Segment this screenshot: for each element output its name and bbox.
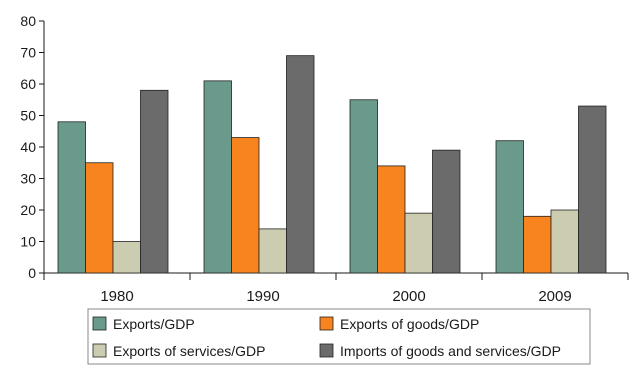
legend-label: Exports of services/GDP	[113, 343, 266, 359]
y-tick-label: 0	[28, 265, 36, 281]
y-tick-label: 60	[20, 76, 36, 92]
legend-swatch	[319, 316, 334, 331]
x-category-label: 1990	[246, 288, 279, 305]
bars	[57, 55, 607, 274]
bar-exports-of-services-gdp-2000	[404, 212, 433, 274]
bar-exports-of-goods-gdp-2009	[523, 215, 552, 274]
x-category-label: 1980	[100, 288, 133, 305]
bar-imports-of-goods-and-services-gdp-1980	[140, 89, 169, 274]
y-tick-label: 30	[20, 171, 36, 187]
y-axis: 0 10 20 30 40 50 60 70 80	[20, 13, 45, 281]
bar-exports-of-services-gdp-2009	[550, 209, 579, 274]
bar-exports-gdp-1990	[203, 80, 232, 274]
legend-swatch	[92, 343, 107, 358]
bar-exports-of-services-gdp-1980	[112, 241, 141, 274]
legend: Exports/GDP Exports of goods/GDP Exports o…	[87, 308, 591, 365]
bar-exports-of-goods-gdp-1990	[231, 137, 260, 274]
bar-exports-gdp-2009	[495, 140, 524, 274]
y-tick-label: 40	[20, 139, 36, 155]
legend-swatch	[92, 316, 107, 331]
y-tick-label: 10	[20, 234, 36, 250]
y-tick-label: 50	[20, 108, 36, 124]
bar-imports-of-goods-and-services-gdp-2000	[432, 149, 461, 274]
bar-imports-of-goods-and-services-gdp-2009	[578, 105, 607, 274]
bar-exports-of-goods-gdp-1980	[85, 162, 114, 274]
y-tick-label: 70	[20, 45, 36, 61]
y-tick-label: 80	[20, 13, 36, 29]
legend-label: Exports of goods/GDP	[340, 316, 479, 332]
legend-box	[87, 308, 591, 365]
bar-exports-gdp-2000	[349, 99, 378, 274]
bar-exports-of-goods-gdp-2000	[377, 165, 406, 274]
y-tick-label: 20	[20, 202, 36, 218]
bar-exports-of-services-gdp-1990	[258, 228, 287, 274]
legend-swatch	[319, 343, 334, 358]
bar-imports-of-goods-and-services-gdp-1990	[286, 55, 315, 274]
x-axis: 1980 1990 2000 2009	[43, 272, 629, 305]
x-category-label: 2009	[538, 288, 571, 305]
legend-label: Exports/GDP	[113, 316, 195, 332]
legend-label: Imports of goods and services/GDP	[340, 343, 561, 359]
bar-exports-gdp-1980	[57, 121, 86, 274]
x-category-label: 2000	[392, 288, 425, 305]
